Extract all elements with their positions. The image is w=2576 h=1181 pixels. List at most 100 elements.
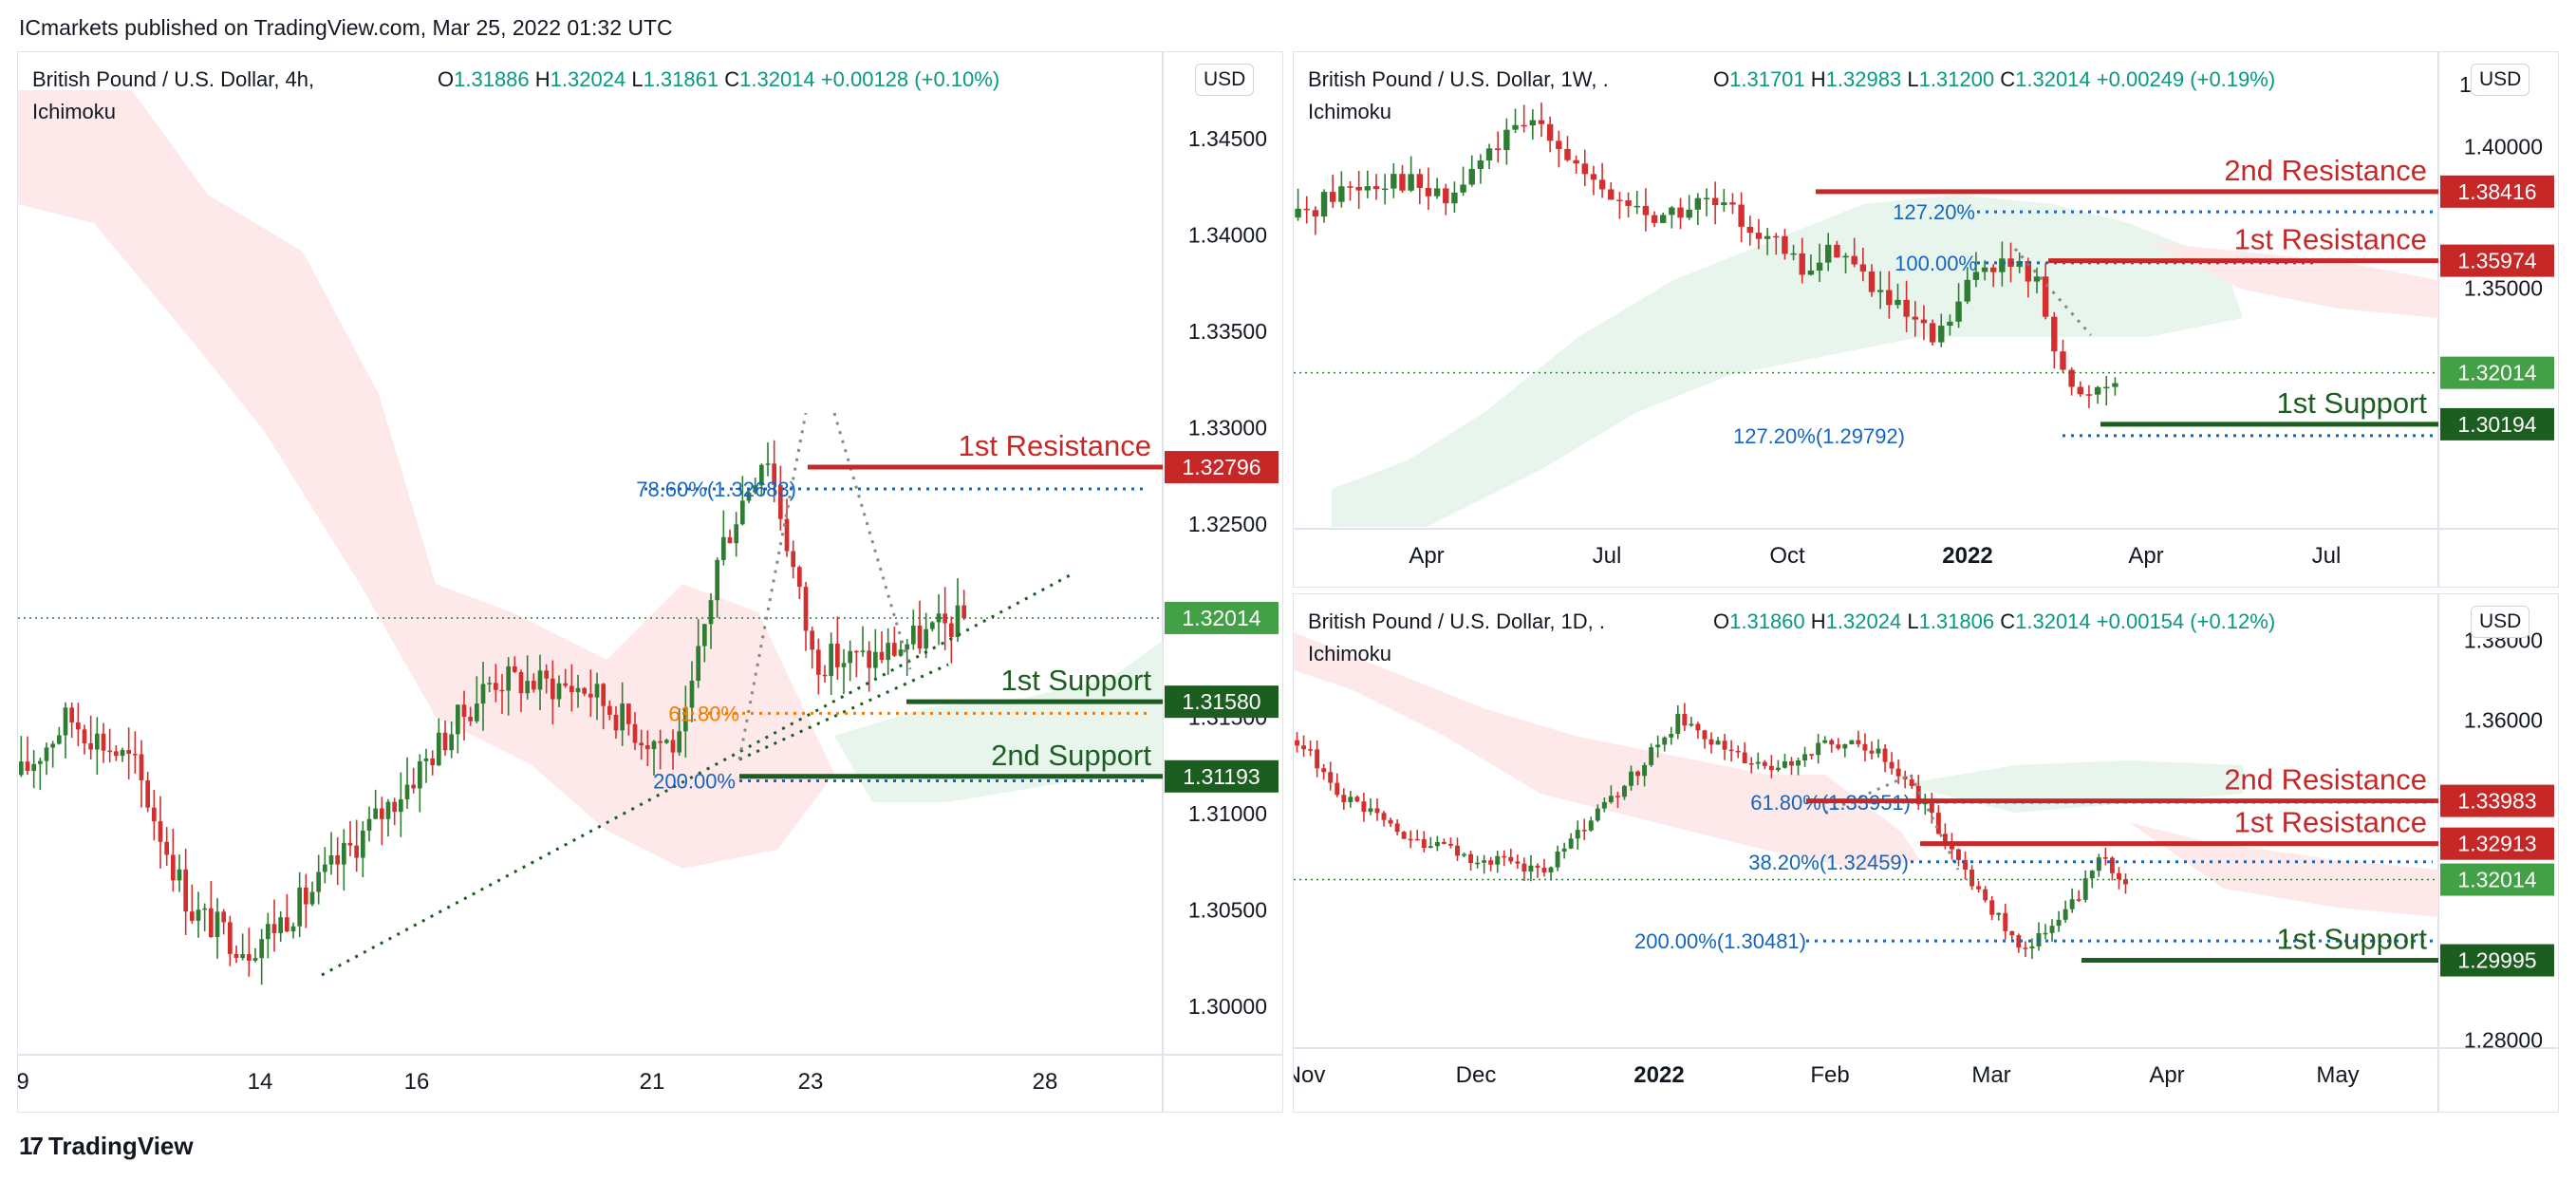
candle-body — [2025, 260, 2032, 282]
candle-body — [1361, 801, 1367, 813]
chart-canvas-1w[interactable]: 1.400001.350001.300001.0AprJulOct2022Apr… — [1294, 52, 2558, 587]
candle-body — [1451, 192, 1458, 204]
candle-body — [1335, 782, 1340, 796]
candle-body — [961, 605, 966, 619]
candle-body — [177, 869, 182, 881]
candle-body — [1538, 120, 1545, 124]
candle-body — [1642, 764, 1648, 777]
candle-body — [1989, 900, 1995, 915]
candle-body — [1949, 843, 1954, 850]
currency-button[interactable]: USD — [2471, 606, 2530, 638]
price-tag — [2440, 944, 2554, 977]
candle-body — [1677, 207, 1684, 218]
candle-body — [1829, 740, 1835, 745]
y-tick-label: 1.36000 — [2464, 708, 2543, 733]
chart-panel-1w[interactable]: 1.400001.350001.300001.0AprJulOct2022Apr… — [1293, 51, 2559, 588]
tradingview-logo[interactable]: 17 TradingView — [19, 1132, 194, 1161]
candle-body — [1348, 797, 1353, 803]
candle-body — [1859, 264, 1867, 272]
candle-body — [1762, 761, 1767, 766]
chart-canvas-4h[interactable]: 1.34500 1.34000 1.33500 1.33000 1.32500 1.320… — [18, 52, 1282, 1112]
candle-body — [1816, 742, 1821, 756]
candle-body — [475, 703, 479, 722]
candle-body — [1588, 820, 1594, 831]
candle-body — [569, 685, 574, 693]
x-tick-label: 9 — [18, 1069, 29, 1095]
candle-body — [437, 732, 441, 766]
candle-body — [259, 939, 264, 959]
candle-body — [1508, 856, 1514, 862]
x-tick-label: Dec — [1456, 1062, 1497, 1088]
price-tag-label: 1.32796 — [1182, 455, 1260, 479]
candle-body — [1556, 141, 1562, 149]
chart-canvas-1d[interactable]: 1.380001.360001.340001.320001.300001.280… — [1294, 594, 2558, 1112]
candle-body — [1399, 174, 1406, 191]
candle-body — [1428, 846, 1433, 849]
candle-body — [1341, 795, 1347, 803]
x-tick-label: May — [2316, 1062, 2359, 1088]
price-tag — [2440, 244, 2554, 277]
close-value: 1.32014 — [2015, 609, 2091, 633]
price-tag-label: 1.29995 — [2457, 948, 2536, 973]
candle-body — [209, 908, 214, 938]
candle-body — [1738, 204, 1745, 227]
current-price-label: 1.32014 — [2457, 868, 2536, 892]
chart-panel-1d[interactable]: 1.380001.360001.340001.320001.300001.280… — [1293, 593, 2559, 1113]
candle-body — [1834, 244, 1840, 258]
candle-body — [1374, 808, 1380, 814]
candle-body — [886, 643, 890, 661]
candle-body — [480, 684, 486, 704]
candle-body — [133, 753, 138, 756]
y-tick-label: 1.34500 — [1188, 126, 1267, 151]
currency-button[interactable]: USD — [2471, 64, 2530, 96]
candle-body — [1477, 160, 1484, 169]
chart-panel-4h[interactable]: 1.34500 1.34000 1.33500 1.33000 1.32500 1.320… — [17, 51, 1283, 1113]
current-price-label: 1.32014 — [1182, 606, 1260, 630]
candle-body — [164, 841, 169, 855]
candle-body — [1372, 186, 1380, 190]
candle-body — [1799, 253, 1805, 275]
candle-body — [734, 524, 738, 544]
candle-body — [423, 758, 429, 761]
candle-body — [2016, 260, 2023, 268]
candle-body — [183, 869, 188, 912]
candle-body — [696, 646, 700, 682]
candle-body — [285, 917, 289, 932]
candle-body — [1561, 848, 1567, 852]
candle-body — [1512, 124, 1519, 130]
candle-body — [252, 958, 258, 961]
candle-body — [1635, 771, 1641, 777]
fib-level-label: 127.20%(1.29792) — [1733, 424, 1905, 448]
candle-body — [753, 485, 757, 493]
fib-level-label: 61.80% — [668, 702, 739, 725]
candle-body — [63, 707, 68, 736]
currency-button[interactable]: USD — [1195, 64, 1255, 96]
candle-body — [1876, 290, 1884, 292]
candle-body — [765, 463, 771, 465]
candle-body — [1608, 189, 1615, 200]
candle-body — [44, 747, 49, 761]
candle-body — [114, 751, 119, 757]
candle-body — [1608, 796, 1614, 802]
candle-body — [290, 926, 296, 932]
candle-body — [1581, 830, 1587, 832]
candle-body — [2033, 276, 2041, 282]
candle-body — [727, 536, 733, 544]
chart-legend-1d: British Pound / U.S. Dollar, 1D, . Ichim… — [1308, 606, 2275, 670]
candle-body — [2016, 935, 2022, 948]
candle-body — [1425, 187, 1432, 197]
price-tag — [2440, 407, 2554, 441]
candle-body — [854, 650, 859, 653]
y-tick-label: 1.30000 — [1188, 994, 1267, 1019]
candle-body — [1598, 179, 1606, 190]
candle-body — [1315, 749, 1320, 769]
candle-body — [1755, 233, 1763, 239]
candle-body — [2029, 946, 2035, 948]
y-tick-label: 1.30500 — [1188, 898, 1267, 923]
ichimoku-cloud — [1332, 195, 2243, 527]
candle-body — [620, 703, 625, 731]
candle-body — [1789, 760, 1794, 766]
x-tick-label: Nov — [1294, 1062, 1325, 1088]
candle-body — [1616, 199, 1623, 201]
candle-body — [936, 613, 942, 623]
